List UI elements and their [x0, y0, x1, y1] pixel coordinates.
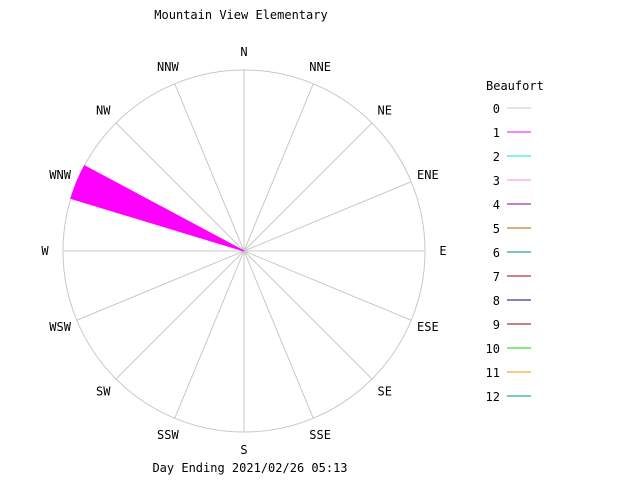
- direction-label-sw: SW: [96, 385, 111, 399]
- direction-label-wnw: WNW: [49, 168, 71, 182]
- direction-label-nw: NW: [96, 103, 111, 117]
- direction-label-nnw: NNW: [157, 60, 179, 74]
- direction-label-e: E: [439, 244, 446, 258]
- legend-label-11: 11: [486, 366, 500, 380]
- legend-label-7: 7: [493, 270, 500, 284]
- spoke-sw: [115, 250, 245, 380]
- spoke-ene: [243, 181, 412, 252]
- spoke-sse: [243, 250, 314, 419]
- direction-label-ne: NE: [377, 103, 391, 117]
- direction-label-sse: SSE: [309, 428, 331, 442]
- legend-label-8: 8: [493, 294, 500, 308]
- spoke-nw: [115, 122, 245, 252]
- legend-label-1: 1: [493, 126, 500, 140]
- spoke-nnw: [174, 83, 245, 252]
- direction-label-ssw: SSW: [157, 428, 179, 442]
- legend-label-10: 10: [486, 342, 500, 356]
- direction-label-n: N: [240, 45, 247, 59]
- spoke-ne: [243, 122, 373, 252]
- legend-label-0: 0: [493, 102, 500, 116]
- direction-label-se: SE: [377, 385, 391, 399]
- legend-label-5: 5: [493, 222, 500, 236]
- spoke-ese: [243, 250, 412, 321]
- data-wedges: [70, 165, 245, 252]
- legend-label-12: 12: [486, 390, 500, 404]
- spoke-wsw: [76, 250, 245, 321]
- direction-label-s: S: [240, 443, 247, 457]
- radial-grid: [62, 69, 426, 433]
- legend-label-9: 9: [493, 318, 500, 332]
- legend-label-6: 6: [493, 246, 500, 260]
- direction-label-w: W: [41, 244, 49, 258]
- direction-label-nne: NNE: [309, 60, 331, 74]
- wedge-wnw-beaufort-1: [70, 165, 245, 252]
- spoke-nne: [243, 83, 314, 252]
- legend-label-4: 4: [493, 198, 500, 212]
- spoke-ssw: [174, 250, 245, 419]
- direction-label-ene: ENE: [417, 168, 439, 182]
- spoke-se: [243, 250, 373, 380]
- direction-label-ese: ESE: [417, 320, 439, 334]
- chart-title: Mountain View Elementary: [154, 8, 327, 22]
- legend-label-3: 3: [493, 174, 500, 188]
- chart-subtitle: Day Ending 2021/02/26 05:13: [152, 461, 347, 475]
- direction-labels: N NNE NE ENE E ESE SE SSE S SSW SW WSW W WNW NW NNW: [41, 45, 446, 457]
- legend-title: Beaufort: [486, 79, 544, 93]
- direction-label-wsw: WSW: [49, 320, 71, 334]
- legend-label-2: 2: [493, 150, 500, 164]
